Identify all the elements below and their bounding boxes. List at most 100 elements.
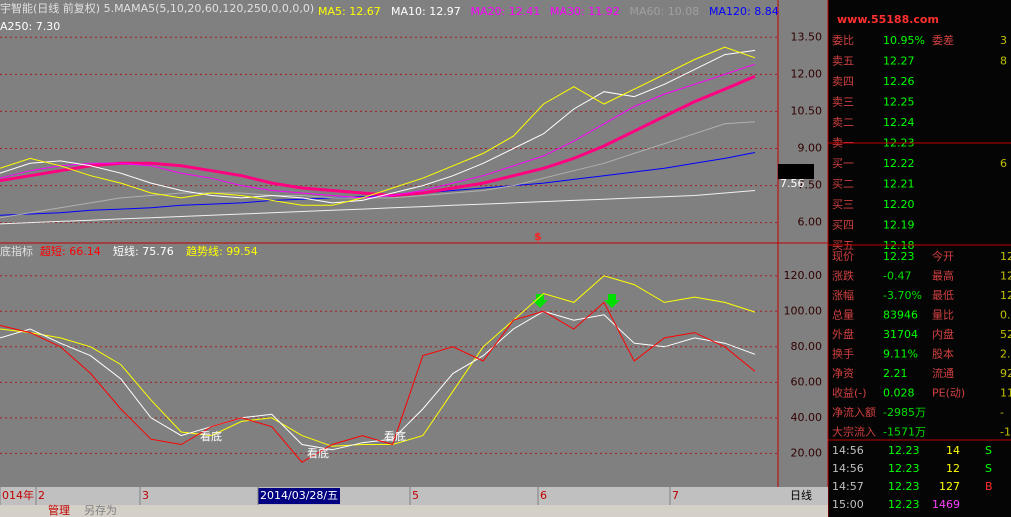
y-tick-label: 7.50 [798, 179, 823, 192]
panel-cell: 10.95% [883, 34, 925, 47]
price-marker-bg [778, 164, 814, 179]
panel-cell: 买四 [832, 219, 854, 232]
panel-cell: 量比 [932, 309, 954, 322]
y-tick-label: 60.00 [791, 375, 823, 388]
panel-cell: 股本 [932, 347, 954, 361]
panel-cell: -3.70% [883, 289, 922, 302]
panel-cell: 现价 [832, 250, 854, 263]
trade-cell: 12.23 [888, 480, 920, 493]
ma-legend: MA60: 10.08 [630, 5, 700, 18]
note: 看底 [384, 429, 406, 443]
y-tick-label: 6.00 [798, 216, 823, 229]
indicator-legend: 短线: 75.76 [113, 244, 174, 258]
panel-cell: 12.21 [883, 178, 915, 191]
panel-cell: 流通 [932, 366, 954, 380]
indicator-title: 底指标 [0, 244, 33, 258]
y-tick-label: 20.00 [791, 446, 823, 459]
chart-title: 宇智能(日线 前复权) 5.MAMA5(5,10,20,60,120,250,0… [0, 1, 314, 15]
indicator-legend: 趋势线: 99.54 [186, 244, 258, 258]
trade-cell: 12.23 [888, 462, 920, 475]
panel-cell: 0. [1000, 309, 1011, 322]
panel-cell: 大宗流入 [832, 425, 876, 439]
panel-cell: 2.50 [1000, 348, 1011, 361]
date-label: 014年 [2, 488, 34, 502]
panel-cell: 2.21 [883, 367, 908, 380]
trade-cell: 12.23 [888, 498, 920, 511]
date-bar [0, 487, 828, 505]
site: www.55188.com [837, 13, 939, 26]
trade-cell: 127 [939, 480, 960, 493]
date-label: 3 [142, 489, 149, 502]
panel-cell: 最低 [932, 289, 954, 302]
date-label: 5 [412, 489, 419, 502]
trade-cell: 15:00 [832, 498, 864, 511]
panel-cell: 12. [1000, 250, 1011, 263]
panel-cell: 卖三 [832, 96, 854, 109]
trade-cell: 12.23 [888, 444, 920, 457]
panel-cell: 522 [1000, 328, 1011, 341]
panel-cell: 卖二 [832, 116, 854, 129]
y-tick-label: 120.00 [784, 269, 823, 282]
panel-cell: -0.47 [883, 270, 911, 283]
trade-cell: 14 [946, 444, 960, 457]
line [0, 275, 756, 447]
panel-cell: PE(动) [932, 387, 965, 400]
arrow [532, 294, 548, 308]
panel-cell: 涨跌 [832, 269, 854, 283]
panel-cell: 3 [1000, 34, 1007, 47]
line [0, 301, 756, 463]
panel-cell: 换手 [832, 347, 854, 361]
date-highlight [258, 488, 340, 504]
panel-cell: 12.19 [883, 219, 915, 232]
panel-cell: 12.22 [883, 157, 915, 170]
panel-cell: 净流入额 [832, 405, 876, 419]
trade-cell: 14:56 [832, 462, 864, 475]
date-label: 6 [540, 489, 547, 502]
panel-cell: 6 [1000, 157, 1007, 170]
arrow [604, 294, 620, 308]
panel-cell: 12.26 [883, 75, 915, 88]
ma-legend: MA30: 11.92 [550, 5, 620, 18]
note: 看底 [307, 446, 329, 460]
panel-cell: - [1000, 406, 1004, 419]
panel-cell: -1571万 [883, 426, 926, 439]
panel-cell: 110 [1000, 387, 1011, 400]
tab-bar [0, 505, 828, 517]
panel-bg [828, 0, 1011, 517]
panel-cell: 8 [1000, 55, 1007, 68]
note: 看底 [200, 429, 222, 443]
panel-cell: 12.20 [883, 198, 915, 211]
line [0, 121, 756, 219]
panel-cell: 买二 [832, 178, 854, 191]
panel-cell: 卖五 [832, 55, 854, 68]
panel-cell: 涨幅 [832, 289, 854, 302]
tab: 管理 [48, 503, 70, 517]
tab: 另存为 [84, 503, 117, 517]
panel-cell: 12. [1000, 270, 1011, 283]
panel-cell: 委差 [932, 33, 954, 47]
panel-cell: 卖四 [832, 75, 854, 88]
panel-cell: 买三 [832, 198, 854, 211]
period: 日线 [790, 488, 812, 502]
y-tick-label: 100.00 [784, 304, 823, 317]
ma250-label: A250: 7.30 [0, 20, 60, 33]
panel-cell: 12.23 [883, 250, 915, 263]
y-tick-label: 13.50 [791, 30, 823, 43]
panel-cell: 最高 [932, 269, 954, 283]
panel-cell: 外盘 [832, 327, 854, 341]
panel-cell: 31704 [883, 328, 918, 341]
date-label: 2 [38, 489, 45, 502]
ma-legend: MA20: 12.41 [471, 5, 541, 18]
trade-cell: 14:57 [832, 480, 864, 493]
y-tick-label: 80.00 [791, 340, 823, 353]
panel-cell: 总量 [832, 308, 854, 322]
date-label: 2014/03/28/五 [260, 489, 338, 502]
line [0, 190, 756, 225]
panel-cell: 9209 [1000, 367, 1011, 380]
line [0, 49, 756, 204]
panel-cell: 9.11% [883, 348, 918, 361]
panel-cell: 净资 [832, 366, 854, 380]
panel-cell: 内盘 [932, 327, 954, 341]
trade-cell: 1469 [932, 498, 960, 511]
trade-cell: S [985, 462, 992, 475]
